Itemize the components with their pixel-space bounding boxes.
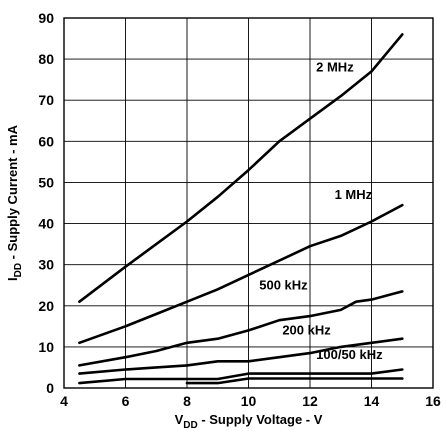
series-line-50-khz (185, 377, 404, 385)
y-tick-label: 80 (38, 51, 54, 67)
curve-label-100-50-khz: 100/50 kHz (316, 347, 383, 362)
x-tick-label: 14 (364, 393, 380, 409)
y-axis-title: IDD - Supply Current - mA (5, 124, 24, 281)
x-tick-label: 16 (425, 393, 441, 409)
series-line-100-khz (78, 368, 404, 385)
curve-labels: 2 MHz 1 MHz 500 kHz 200 kHz 100/50 kHz (259, 59, 383, 362)
x-tick-label: 6 (122, 393, 130, 409)
curve-label-200-khz: 200 kHz (282, 323, 331, 338)
x-tick-label: 4 (60, 393, 68, 409)
series-lines (78, 33, 404, 385)
curve-label-2-mhz: 2 MHz (316, 59, 354, 74)
grid (63, 17, 434, 389)
y-tick-label: 90 (38, 10, 54, 26)
tick-labels: 4 6 8 10 12 14 16 0 10 20 30 40 50 60 70 80 90 (38, 10, 441, 409)
y-tick-label: 70 (38, 92, 54, 108)
x-tick-label: 10 (241, 393, 257, 409)
curve-label-1-mhz: 1 MHz (335, 187, 373, 202)
y-tick-label: 40 (38, 216, 54, 232)
curve-label-500-khz: 500 kHz (259, 277, 308, 292)
y-tick-label: 30 (38, 257, 54, 273)
series-line-200-khz (78, 337, 404, 375)
x-tick-label: 8 (183, 393, 191, 409)
series-line-500-khz (78, 290, 404, 367)
y-tick-label: 60 (38, 133, 54, 149)
y-tick-label: 10 (38, 339, 54, 355)
x-tick-label: 12 (302, 393, 318, 409)
y-tick-label: 50 (38, 174, 54, 190)
y-tick-label: 20 (38, 298, 54, 314)
series-line-1-mhz (78, 203, 404, 345)
plot-frame (63, 17, 434, 389)
series-line-2-mhz (78, 33, 404, 304)
x-axis-title: VDD - Supply Voltage - V (175, 412, 323, 431)
y-tick-label: 0 (46, 380, 54, 396)
